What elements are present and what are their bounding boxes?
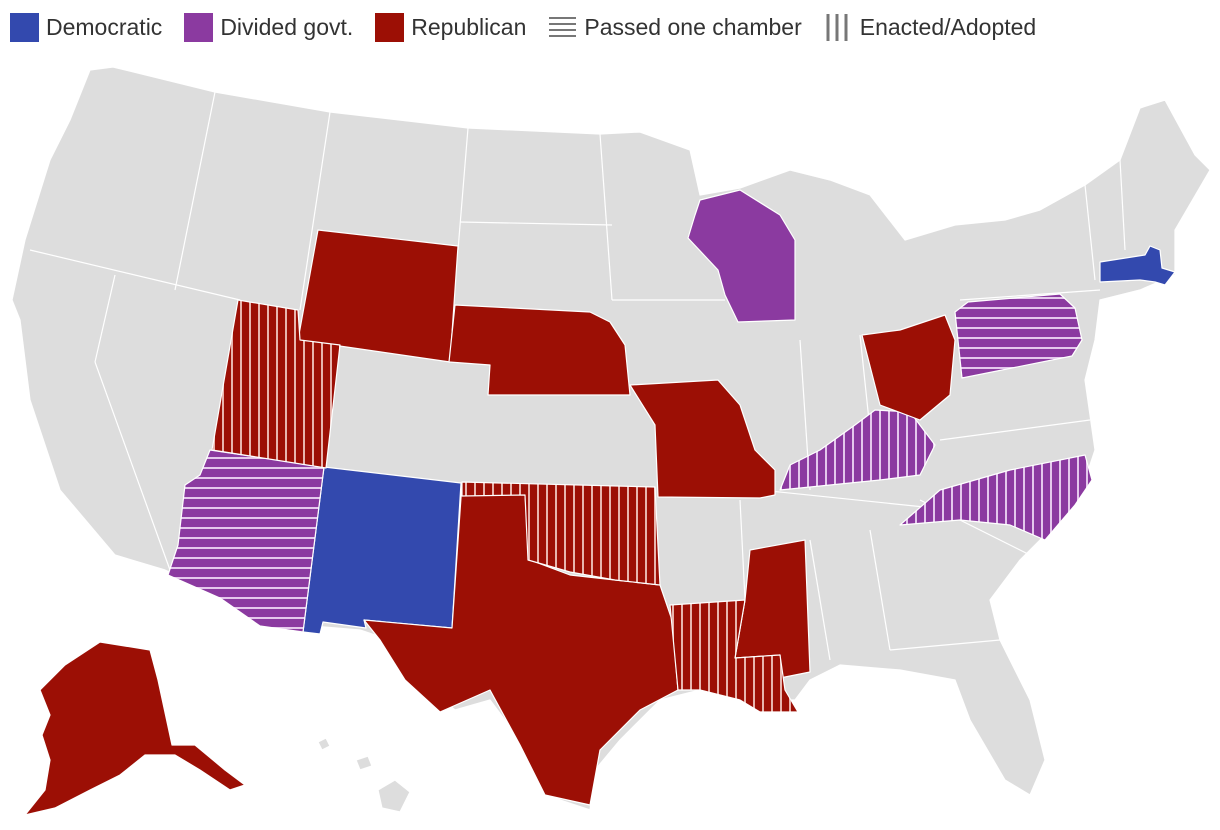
state-oklahoma <box>461 481 661 586</box>
map-legend: Democratic Divided govt. Republican Pass… <box>10 10 1058 44</box>
legend-item-republican: Republican <box>375 12 527 42</box>
state-arizona <box>167 449 325 633</box>
hawaii-state <box>317 737 411 813</box>
legend-label-democratic: Democratic <box>46 13 163 40</box>
legend-item-passed-one-chamber: Passed one chamber <box>548 13 802 42</box>
legend-item-enacted: Enacted/Adopted <box>824 13 1036 42</box>
legend-swatch-republican <box>375 12 405 42</box>
state-nebraska <box>448 304 631 396</box>
state-alaska <box>24 641 246 816</box>
legend-item-democratic: Democratic <box>10 12 163 42</box>
state-wisconsin <box>687 189 796 323</box>
state-kentucky <box>779 409 936 491</box>
legend-item-divided: Divided govt. <box>184 12 354 42</box>
legend-label-republican: Republican <box>411 13 527 40</box>
state-utah <box>211 299 341 469</box>
state-new-mexico <box>302 466 462 635</box>
vertical-lines-icon <box>826 13 848 41</box>
state-massachusetts <box>1099 245 1176 286</box>
legend-label-enacted: Enacted/Adopted <box>859 13 1037 40</box>
state-ohio <box>861 314 956 421</box>
legend-label-divided: Divided govt. <box>220 13 354 40</box>
state-north-carolina <box>899 454 1093 541</box>
state-texas <box>363 482 679 806</box>
state-louisiana <box>669 599 799 713</box>
state-missouri <box>629 379 776 499</box>
state-borders <box>29 91 1126 661</box>
legend-swatch-democratic <box>10 12 39 42</box>
legend-label-passed-one-chamber: Passed one chamber <box>584 13 802 40</box>
state-pennsylvania <box>954 293 1083 379</box>
legend-swatch-divided <box>184 12 214 42</box>
horizontal-lines-icon <box>549 16 577 37</box>
